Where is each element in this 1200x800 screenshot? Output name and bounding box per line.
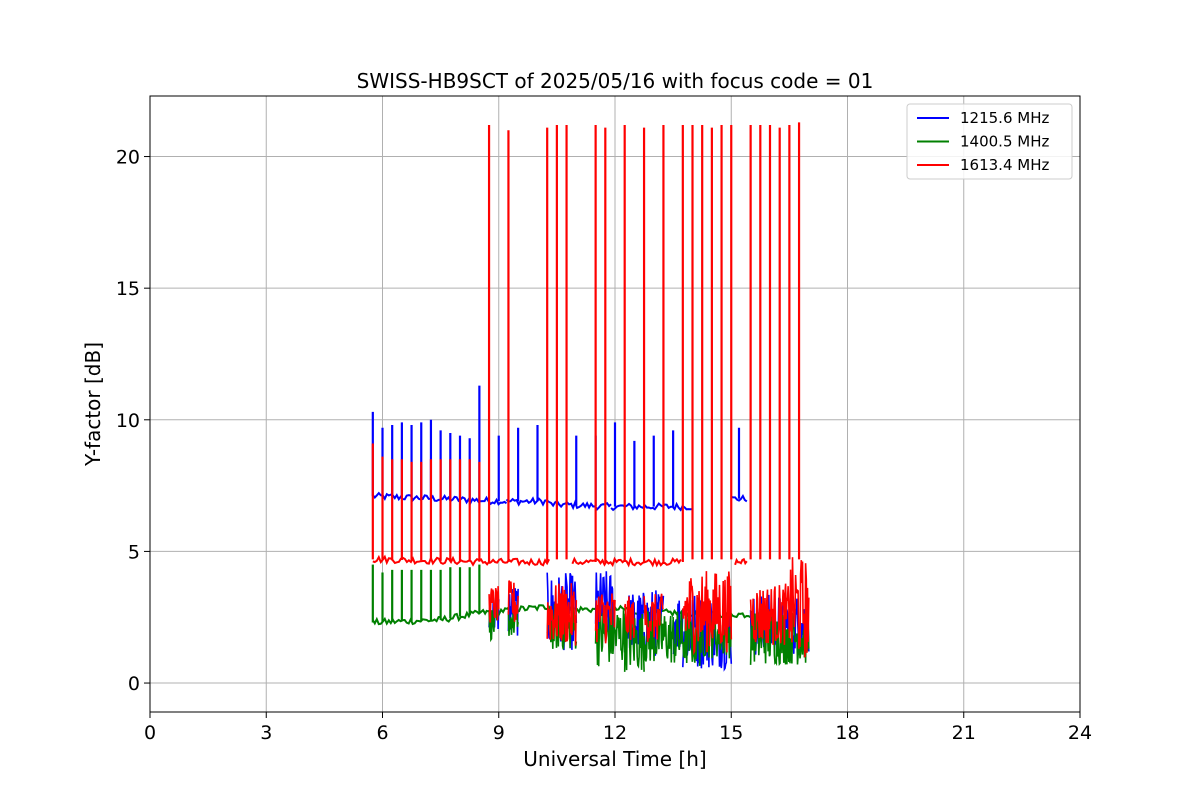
chart-title: SWISS-HB9SCT of 2025/05/16 with focus co… (357, 69, 874, 93)
y-tick-label: 15 (116, 278, 140, 300)
y-tick-label: 10 (116, 410, 140, 432)
y-tick-label: 5 (128, 541, 140, 563)
x-axis-label: Universal Time [h] (523, 747, 706, 771)
y-tick-label: 0 (128, 673, 140, 695)
legend: 1215.6 MHz 1400.5 MHz 1613.4 MHz (907, 104, 1072, 179)
x-tick-label: 3 (260, 722, 272, 744)
y-tick-label: 20 (116, 147, 140, 169)
x-tick-label: 18 (835, 722, 859, 744)
legend-label: 1613.4 MHz (960, 156, 1049, 174)
legend-label: 1400.5 MHz (960, 133, 1049, 151)
x-tick-label: 21 (952, 722, 976, 744)
x-tick-label: 0 (144, 722, 156, 744)
chart: 0 3 6 9 12 15 18 21 24 0 5 10 15 20 SWISS-HB9SCT of 2… (0, 0, 1200, 800)
y-axis-label: Y-factor [dB] (81, 342, 105, 467)
x-tick-label: 12 (603, 722, 627, 744)
x-tick-label: 6 (376, 722, 388, 744)
x-tick-label: 15 (719, 722, 743, 744)
x-tick-label: 24 (1068, 722, 1092, 744)
x-tick-label: 9 (493, 722, 505, 744)
legend-label: 1215.6 MHz (960, 109, 1049, 127)
noise-trace (489, 586, 499, 622)
